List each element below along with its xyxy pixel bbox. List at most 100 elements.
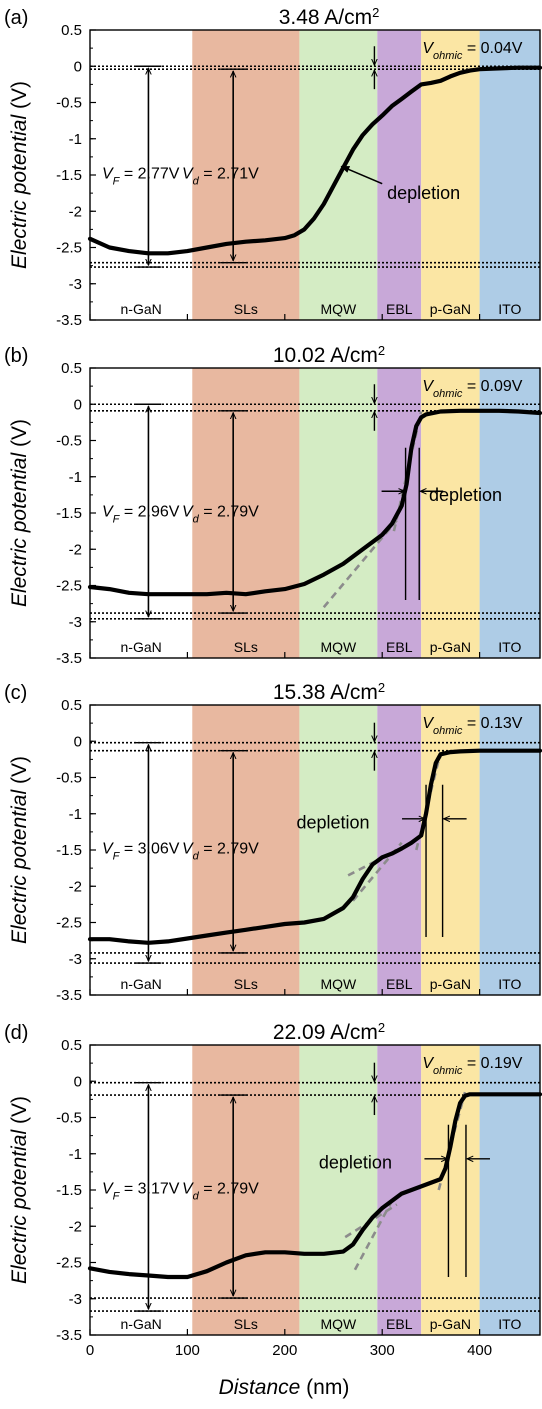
- region-mqw: [299, 705, 378, 995]
- region-sls: [192, 1045, 300, 1335]
- y-tick-label: 0: [74, 396, 82, 413]
- depletion-pointer: [340, 165, 383, 185]
- region-label: MQW: [320, 301, 357, 317]
- x-tick-label: 100: [175, 1342, 200, 1359]
- panel-label: (a): [4, 7, 28, 29]
- potential-curve: [87, 65, 542, 256]
- region-label: n-GaN: [121, 301, 162, 317]
- panel-a: n-GaN SLs MQW EBL p-GaN ITO 0.5 0 -0.5 -1 -1.5 -2 -2…: [4, 5, 542, 329]
- y-tick-label: 0: [74, 733, 82, 750]
- region-label: SLs: [234, 639, 258, 655]
- region-label: MQW: [320, 639, 357, 655]
- potential-curve: [87, 1092, 542, 1280]
- y-tick-label: -3: [69, 1291, 82, 1308]
- vd-label: Vd = 2.79V: [182, 504, 259, 526]
- y-tick-label: -3: [69, 276, 82, 293]
- panel-b: n-GaN SLs MQW EBL p-GaN ITO 0.5 0 -0.5 -1 -1.5 -2 -2…: [4, 343, 542, 667]
- y-tick-label: -0.5: [56, 770, 82, 787]
- region-label: n-GaN: [121, 639, 162, 655]
- y-axis-label: Electric potential (V): [8, 1096, 31, 1284]
- region-mqw: [299, 1045, 378, 1335]
- region-label: ITO: [498, 301, 521, 317]
- depletion-label: depletion: [387, 183, 460, 203]
- y-tick-label: 0: [74, 1073, 82, 1090]
- region-n-gan: [90, 705, 193, 995]
- y-tick-label: 0.5: [61, 1037, 82, 1054]
- panel-label: (d): [4, 1022, 28, 1044]
- panel-title: 15.38 A/cm2: [273, 680, 385, 705]
- region-sls: [192, 705, 300, 995]
- region-label: n-GaN: [121, 976, 162, 992]
- ohmic-label: Vohmic = 0.13V: [422, 715, 522, 737]
- region-p-gan: [421, 1045, 480, 1335]
- region-label: n-GaN: [121, 1316, 162, 1332]
- y-axis-label: Electric potential (V): [8, 81, 31, 269]
- vf-label: VF = 3.17V: [102, 1181, 180, 1203]
- vd-label: Vd = 2.71V: [182, 166, 259, 188]
- region-ebl: [377, 30, 422, 320]
- depletion-label: depletion: [296, 812, 369, 832]
- depletion-label: depletion: [429, 485, 502, 505]
- region-label: p-GaN: [430, 639, 471, 655]
- x-tick-label: 0: [86, 1342, 94, 1359]
- x-axis-label: Distance (nm): [219, 1376, 350, 1399]
- y-tick-label: -3.5: [56, 650, 82, 667]
- y-tick-label: -2.5: [56, 915, 82, 932]
- y-tick-label: -2: [69, 541, 82, 558]
- ohmic-label: Vohmic = 0.19V: [422, 1055, 522, 1077]
- region-label: p-GaN: [430, 1316, 471, 1332]
- region-ito: [479, 1045, 540, 1335]
- region-label: SLs: [234, 301, 258, 317]
- region-ito: [479, 368, 540, 658]
- y-tick-label: 0.5: [61, 22, 82, 39]
- y-tick-label: -1: [69, 806, 82, 823]
- region-label: SLs: [234, 1316, 258, 1332]
- vd-label: Vd = 2.79V: [182, 1181, 259, 1203]
- region-p-gan: [421, 368, 480, 658]
- region-label: MQW: [320, 976, 357, 992]
- y-tick-label: -3: [69, 614, 82, 631]
- y-tick-label: -2: [69, 1218, 82, 1235]
- y-tick-label: 0.5: [61, 360, 82, 377]
- y-tick-label: -3.5: [56, 312, 82, 329]
- y-tick-label: -3.5: [56, 987, 82, 1004]
- y-axis-label: Electric potential (V): [8, 756, 31, 944]
- panel-title: 22.09 A/cm2: [273, 1020, 385, 1045]
- y-tick-label: -0.5: [56, 1110, 82, 1127]
- y-tick-label: -3.5: [56, 1327, 82, 1344]
- vf-label: VF = 3.06V: [102, 841, 180, 863]
- y-tick-label: -3: [69, 951, 82, 968]
- y-tick-label: 0: [74, 58, 82, 75]
- region-p-gan: [421, 30, 480, 320]
- region-label: EBL: [386, 976, 413, 992]
- region-label: SLs: [234, 976, 258, 992]
- region-n-gan: [90, 30, 193, 320]
- region-label: MQW: [320, 1316, 357, 1332]
- region-mqw: [299, 368, 378, 658]
- ohmic-label: Vohmic = 0.04V: [422, 40, 522, 62]
- y-tick-label: -2: [69, 878, 82, 895]
- x-tick-label: 300: [370, 1342, 395, 1359]
- region-sls: [192, 30, 300, 320]
- potential-curve: [87, 748, 542, 945]
- y-tick-label: -1.5: [56, 1182, 82, 1199]
- ohmic-label: Vohmic = 0.09V: [422, 378, 522, 400]
- vf-label: VF = 2.77V: [102, 166, 180, 188]
- region-label: p-GaN: [430, 976, 471, 992]
- y-tick-label: -2: [69, 203, 82, 220]
- region-n-gan: [90, 1045, 193, 1335]
- region-label: ITO: [498, 639, 521, 655]
- panel-label: (c): [4, 682, 27, 704]
- panel-d: n-GaN SLs MQW EBL p-GaN ITO 0.5 0 -0.5 -1 -1.5 -2 -2…: [4, 1020, 542, 1359]
- y-tick-label: -2.5: [56, 1255, 82, 1272]
- region-ito: [479, 705, 540, 995]
- y-tick-label: -1.5: [56, 505, 82, 522]
- y-tick-label: 0.5: [61, 697, 82, 714]
- region-label: ITO: [498, 1316, 521, 1332]
- x-tick-label: 400: [467, 1342, 492, 1359]
- panel-title: 10.02 A/cm2: [273, 343, 385, 368]
- region-label: EBL: [386, 1316, 413, 1332]
- region-label: p-GaN: [430, 301, 471, 317]
- fit-line: [353, 1200, 394, 1271]
